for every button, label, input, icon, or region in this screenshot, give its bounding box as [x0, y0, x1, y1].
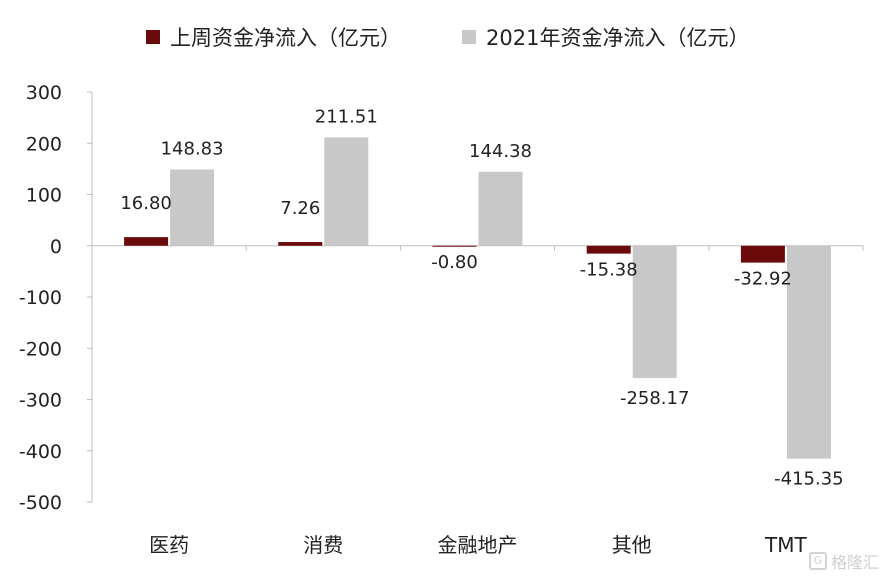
y-tick-label: -400	[19, 441, 62, 463]
data-label-series-2: 148.83	[161, 138, 224, 159]
y-tick-label: 200	[26, 133, 62, 155]
y-tick-label: -100	[19, 287, 62, 309]
legend-swatch-series-2	[462, 30, 476, 44]
bar-series-1	[586, 245, 631, 254]
legend: 上周资金净流入（亿元） 2021年资金净流入（亿元）	[0, 22, 893, 52]
y-tick-label: -500	[19, 492, 62, 514]
bar-series-2	[170, 169, 215, 246]
legend-label-series-2: 2021年资金净流入（亿元）	[486, 26, 750, 50]
legend-item-series-2: 2021年资金净流入（亿元）	[462, 22, 749, 52]
legend-swatch-series-1	[146, 30, 160, 44]
bar-series-2	[786, 245, 831, 459]
bar-series-2	[478, 171, 523, 246]
watermark-logo-icon: G	[808, 552, 827, 570]
y-tick-label: -200	[19, 338, 62, 360]
legend-item-series-1: 上周资金净流入（亿元）	[146, 22, 401, 52]
data-label-series-1: -15.38	[580, 260, 638, 281]
bar-series-2	[324, 137, 369, 246]
data-label-series-2: 144.38	[469, 141, 532, 162]
data-label-series-1: -32.92	[734, 269, 792, 290]
data-label-series-1: -0.80	[431, 252, 478, 273]
data-label-series-1: 16.80	[120, 193, 172, 214]
watermark: G 格隆汇	[808, 549, 879, 573]
x-category-label: 医药	[149, 533, 189, 557]
bar-series-1	[124, 237, 169, 246]
data-label-series-2: -258.17	[620, 388, 689, 409]
x-category-label: 其他	[612, 533, 652, 557]
bar-series-1	[432, 245, 477, 247]
y-tick-label: 0	[50, 236, 62, 258]
legend-label-series-1: 上周资金净流入（亿元）	[170, 26, 401, 50]
data-label-series-1: 7.26	[280, 198, 320, 219]
data-label-series-2: 211.51	[315, 106, 378, 127]
bar-series-1	[278, 242, 323, 246]
x-category-label: 消费	[303, 533, 343, 557]
bar-series-1	[740, 245, 785, 263]
watermark-text: 格隆汇	[830, 553, 879, 572]
y-tick-label: -300	[19, 390, 62, 412]
bar-series-2	[632, 245, 677, 379]
x-category-label: 金融地产	[438, 533, 518, 557]
y-tick-label: 100	[26, 185, 62, 207]
data-label-series-2: -415.35	[774, 469, 843, 490]
x-category-label: TMT	[764, 533, 807, 557]
y-tick-label: 300	[26, 82, 62, 104]
